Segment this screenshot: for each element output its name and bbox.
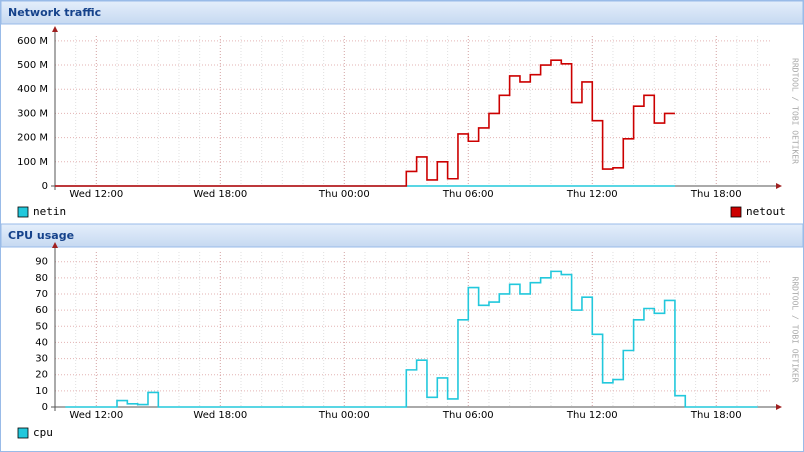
axis-arrow (52, 26, 58, 32)
panel-title: Network traffic (8, 6, 101, 19)
x-tick-label: Wed 18:00 (193, 189, 247, 200)
legend-label: cpu (33, 426, 53, 439)
x-tick-label: Thu 12:00 (566, 410, 618, 421)
y-tick-label: 300 M (17, 108, 48, 119)
x-tick-label: Thu 06:00 (442, 189, 494, 200)
y-tick-label: 20 (35, 370, 48, 381)
y-tick-label: 70 (35, 289, 48, 300)
y-tick-label: 0 (42, 402, 48, 413)
y-tick-label: 90 (35, 257, 48, 268)
legend-swatch (17, 427, 29, 439)
panel-header (0, 223, 804, 248)
panel-header (0, 0, 804, 25)
watermark: RRDTOOL / TOBI OETIKER (791, 58, 800, 164)
y-tick-label: 200 M (17, 133, 48, 144)
y-tick-label: 80 (35, 273, 48, 284)
y-tick-label: 30 (35, 354, 48, 365)
axis-arrow (776, 404, 782, 410)
y-tick-label: 50 (35, 321, 48, 332)
watermark: RRDTOOL / TOBI OETIKER (791, 277, 800, 383)
x-tick-label: Thu 00:00 (318, 189, 370, 200)
x-tick-label: Thu 12:00 (566, 189, 618, 200)
legend-label: netout (746, 205, 786, 218)
panel-title: CPU usage (8, 229, 74, 242)
legend-label: netin (33, 205, 66, 218)
y-tick-label: 40 (35, 337, 48, 348)
series-line (55, 59, 675, 187)
x-tick-label: Thu 18:00 (690, 189, 742, 200)
y-tick-label: 0 (42, 181, 48, 192)
series-line (65, 270, 758, 408)
axis-arrow (776, 183, 782, 189)
x-tick-label: Thu 00:00 (318, 410, 370, 421)
y-tick-label: 400 M (17, 84, 48, 95)
x-tick-label: Wed 12:00 (69, 410, 123, 421)
y-tick-label: 600 M (17, 36, 48, 47)
y-tick-label: 500 M (17, 60, 48, 71)
y-tick-label: 60 (35, 305, 48, 316)
y-tick-label: 100 M (17, 157, 48, 168)
y-tick-label: 10 (35, 386, 48, 397)
axis-arrow (52, 242, 58, 248)
legend-swatch (17, 206, 29, 218)
x-tick-label: Wed 12:00 (69, 189, 123, 200)
legend-swatch (730, 206, 742, 218)
x-tick-label: Thu 06:00 (442, 410, 494, 421)
x-tick-label: Thu 18:00 (690, 410, 742, 421)
x-tick-label: Wed 18:00 (193, 410, 247, 421)
